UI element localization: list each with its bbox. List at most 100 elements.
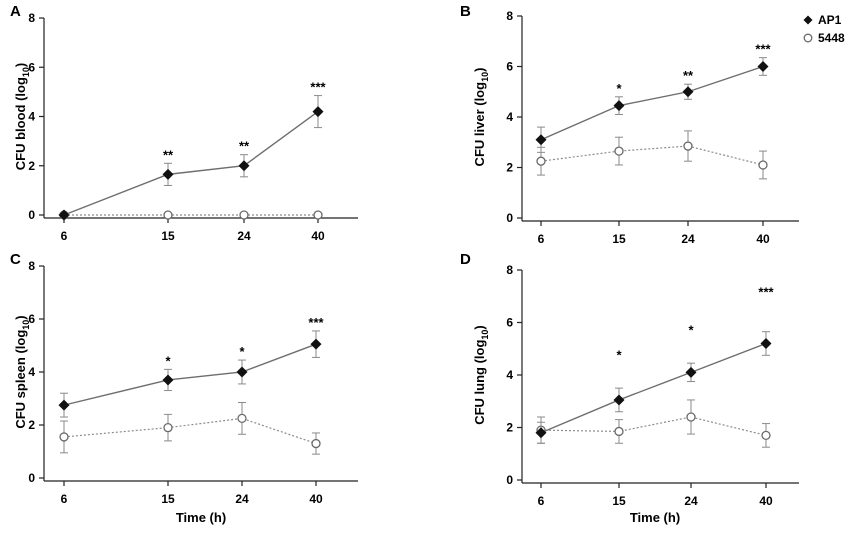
data-point-ap1	[757, 61, 769, 72]
significance-label: **	[683, 68, 694, 83]
data-point-5448	[614, 426, 624, 437]
x-tick-label: 24	[235, 492, 249, 506]
y-tick-label: 0	[506, 473, 513, 487]
data-point-5448	[614, 146, 624, 156]
x-tick-label: 40	[759, 494, 773, 508]
data-point-5448	[313, 210, 323, 220]
y-tick-label: 0	[28, 471, 35, 485]
series-ap1	[58, 330, 322, 418]
series-5448	[536, 399, 771, 448]
data-point-ap1	[760, 338, 772, 349]
panel-letter: A	[10, 3, 21, 20]
legend-label: AP1	[818, 13, 842, 27]
series-5448	[59, 401, 321, 455]
y-tick-label: 8	[28, 259, 35, 273]
x-tick-label: 24	[237, 229, 251, 243]
data-point-5448	[59, 432, 69, 442]
data-point-ap1	[236, 366, 248, 378]
data-point-5448	[761, 430, 771, 441]
y-tick-label: 6	[506, 60, 513, 74]
data-point-ap1	[312, 106, 324, 118]
y-axis-title: CFU spleen (log10)	[13, 315, 31, 428]
x-axis-title: Time (h)	[176, 510, 226, 525]
series-line	[63, 417, 317, 445]
y-axis-title: CFU blood (log10)	[13, 63, 31, 171]
data-point-5448	[758, 160, 768, 170]
x-tick-label: 40	[311, 229, 325, 243]
y-tick-label: 4	[28, 365, 35, 379]
x-tick-label: 24	[684, 494, 698, 508]
significance-label: ***	[308, 315, 324, 330]
data-point-5448	[163, 210, 173, 220]
data-point-5448	[311, 438, 321, 449]
series-5448	[536, 130, 768, 180]
y-tick-label: 2	[506, 161, 513, 175]
data-point-ap1	[162, 168, 174, 180]
significance-label: *	[616, 347, 622, 362]
x-tick-label: 6	[61, 492, 68, 506]
panel-letter: B	[460, 3, 471, 20]
x-tick-label: 40	[309, 492, 323, 506]
x-tick-label: 24	[681, 232, 695, 246]
legend-item-5448: 5448	[803, 31, 845, 45]
series-line	[540, 342, 767, 434]
significance-label: *	[165, 353, 171, 368]
x-tick-label: 6	[538, 232, 545, 246]
legend-label: 5448	[818, 31, 845, 45]
data-point-5448	[536, 156, 546, 166]
data-point-ap1	[685, 366, 697, 378]
data-point-ap1	[310, 338, 322, 350]
significance-label: *	[688, 322, 694, 337]
significance-label: *	[616, 81, 622, 96]
y-tick-label: 8	[506, 263, 513, 277]
y-tick-label: 8	[506, 9, 513, 23]
series-ap1	[535, 331, 772, 444]
legend-item-ap1: AP1	[803, 13, 842, 27]
data-point-5448	[686, 412, 696, 422]
series-ap1	[535, 57, 769, 153]
y-tick-label: 4	[28, 110, 35, 124]
x-tick-label: 15	[161, 492, 175, 506]
significance-label: ***	[310, 80, 326, 95]
legend-marker-ap1	[803, 15, 813, 25]
series-line	[63, 111, 319, 216]
data-point-5448	[683, 141, 693, 151]
series-line	[63, 343, 317, 406]
y-tick-label: 4	[506, 110, 513, 124]
x-tick-label: 15	[612, 232, 626, 246]
y-axis-title: CFU liver (log10)	[472, 68, 490, 167]
x-tick-label: 15	[161, 229, 175, 243]
series-line	[540, 145, 764, 166]
significance-label: ***	[755, 42, 771, 57]
x-axis-title: Time (h)	[630, 510, 680, 525]
y-axis-title: CFU lung (log10)	[472, 325, 490, 425]
legend-marker-5448	[803, 33, 813, 43]
y-tick-label: 6	[28, 60, 35, 74]
data-point-ap1	[535, 427, 547, 439]
y-tick-label: 2	[28, 159, 35, 173]
y-tick-label: 6	[506, 316, 513, 330]
x-tick-label: 40	[756, 232, 770, 246]
y-tick-label: 2	[28, 418, 35, 432]
panel-letter: D	[460, 251, 471, 268]
x-tick-label: 15	[612, 494, 626, 508]
x-tick-label: 6	[538, 494, 545, 508]
data-point-5448	[237, 413, 247, 424]
data-point-ap1	[613, 394, 625, 406]
y-tick-label: 2	[506, 421, 513, 435]
data-point-5448	[163, 422, 173, 433]
y-tick-label: 0	[506, 211, 513, 225]
y-tick-label: 4	[506, 368, 513, 382]
y-tick-label: 0	[28, 208, 35, 222]
data-point-ap1	[238, 160, 250, 172]
data-point-ap1	[682, 86, 694, 98]
data-point-ap1	[58, 209, 70, 221]
data-point-ap1	[58, 399, 70, 411]
data-point-5448	[239, 210, 249, 220]
series-line	[540, 65, 764, 141]
